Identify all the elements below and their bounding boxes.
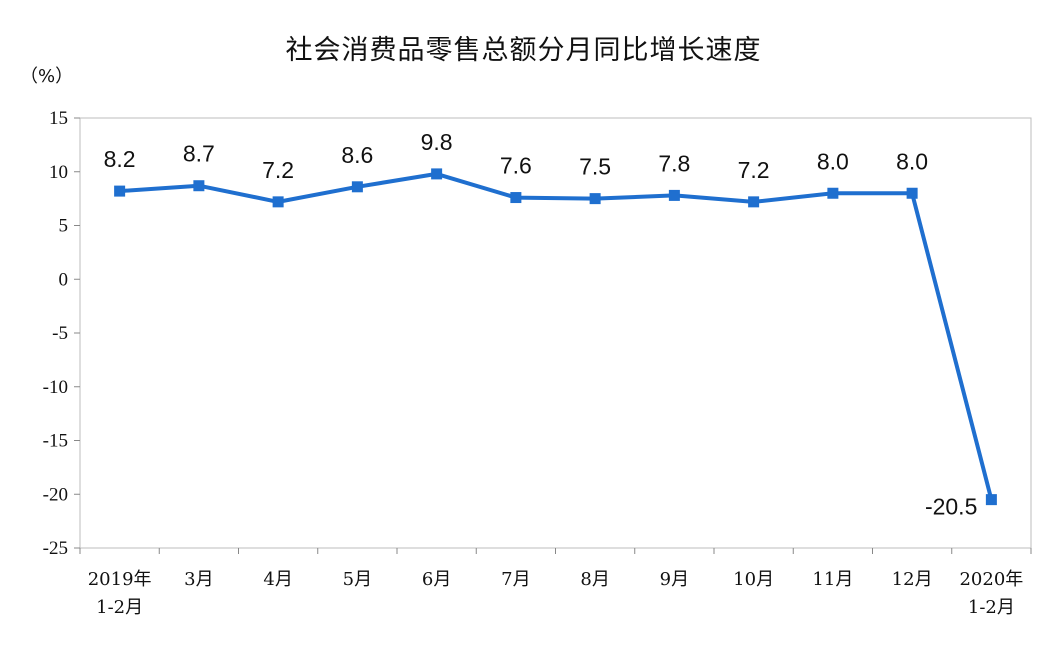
x-tick-label: 6月 — [422, 569, 451, 590]
x-tick-label: 5月 — [343, 569, 372, 590]
y-tick-label: -20 — [43, 484, 68, 505]
data-point-marker — [351, 181, 363, 193]
data-label: 8.6 — [341, 142, 373, 168]
data-label: -20.5 — [925, 494, 977, 520]
x-tick-label: 2020年 1-2月 — [959, 569, 1023, 618]
data-point-marker — [589, 193, 601, 205]
y-unit-label: （%） — [20, 66, 73, 87]
x-tick-label: 8月 — [580, 569, 609, 590]
y-tick-label: -5 — [52, 323, 68, 344]
x-tick-label: 11月 — [812, 569, 853, 590]
data-label: 9.8 — [421, 129, 453, 155]
data-label: 8.7 — [183, 141, 215, 167]
y-tick-label: 10 — [49, 162, 68, 183]
y-tick-label: -25 — [43, 538, 68, 559]
x-tick-label: 12月 — [892, 569, 933, 590]
y-tick-label: 15 — [49, 108, 68, 129]
x-tick-label: 9月 — [660, 569, 689, 590]
x-tick-label: 7月 — [501, 569, 530, 590]
data-point-marker — [272, 196, 284, 208]
data-point-marker — [510, 192, 522, 204]
series-line — [119, 171, 994, 501]
data-label: 7.6 — [500, 153, 532, 179]
plot-frame — [79, 117, 1032, 549]
x-tick-label: 10月 — [733, 569, 774, 590]
data-label: 7.5 — [579, 154, 611, 180]
data-point-marker — [906, 187, 918, 199]
data-point-marker — [668, 189, 680, 201]
data-label: 8.2 — [104, 146, 136, 172]
data-point-marker — [431, 168, 443, 180]
x-tick-label: 3月 — [184, 569, 213, 590]
chart-title: 社会消费品零售总额分月同比增长速度 — [285, 35, 762, 66]
x-tick-label: 2019年 1-2月 — [88, 569, 152, 618]
y-tick-label: -10 — [43, 377, 68, 398]
data-label: 8.0 — [817, 148, 849, 174]
data-point-marker — [193, 180, 205, 192]
y-tick-label: -15 — [43, 431, 68, 452]
y-tick-label: 0 — [59, 269, 69, 290]
data-point-marker — [114, 185, 126, 197]
y-tick-label: 5 — [59, 216, 69, 237]
data-point-marker — [827, 187, 839, 199]
data-label: 7.2 — [738, 157, 770, 183]
x-tick-label: 4月 — [263, 569, 292, 590]
data-label: 7.2 — [262, 157, 294, 183]
data-label: 7.8 — [658, 150, 690, 176]
data-label: 8.0 — [896, 148, 928, 174]
data-point-marker — [985, 494, 997, 506]
data-point-marker — [748, 196, 760, 208]
